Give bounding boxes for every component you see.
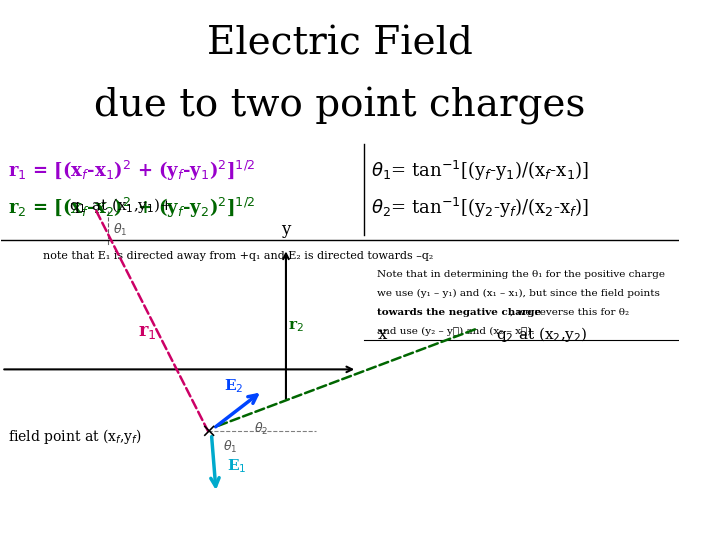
Text: Electric Field: Electric Field: [207, 26, 473, 63]
Text: $\theta_2$= tan$^{-1}$[(y$_2$-y$_f$)/(x$_2$-x$_f$)]: $\theta_2$= tan$^{-1}$[(y$_2$-y$_f$)/(x$…: [371, 196, 589, 220]
Text: r$_2$: r$_2$: [288, 319, 304, 334]
Text: $\theta_1$= tan$^{-1}$[(y$_f$-y$_1$)/(x$_f$-x$_1$)]: $\theta_1$= tan$^{-1}$[(y$_f$-y$_1$)/(x$…: [371, 159, 589, 183]
Text: x: x: [377, 326, 387, 343]
Text: field point at (x$_f$,y$_f$): field point at (x$_f$,y$_f$): [8, 427, 142, 446]
Text: y: y: [282, 221, 291, 238]
Text: r$_2$ = [(x$_f$-x$_2$)$^2$ + (y$_f$-y$_2$)$^2$]$^{1/2}$: r$_2$ = [(x$_f$-x$_2$)$^2$ + (y$_f$-y$_2…: [8, 196, 256, 220]
Text: $\times$: $\times$: [200, 422, 216, 441]
Text: we use (y₁ – y₁) and (x₁ – x₁), but since the field points: we use (y₁ – y₁) and (x₁ – x₁), but sinc…: [377, 289, 660, 298]
Text: E$_2$: E$_2$: [224, 377, 243, 395]
Text: towards the negative charge: towards the negative charge: [377, 308, 541, 316]
Text: $\theta_2$: $\theta_2$: [254, 421, 269, 436]
Text: Note that in determining the θ₁ for the positive charge: Note that in determining the θ₁ for the …: [377, 270, 665, 279]
Text: , we reverse this for θ₂: , we reverse this for θ₂: [510, 308, 629, 316]
Text: r$_1$: r$_1$: [138, 323, 156, 341]
Text: due to two point charges: due to two point charges: [94, 87, 586, 125]
Text: q$_2$ at (x$_2$,y$_2$): q$_2$ at (x$_2$,y$_2$): [496, 325, 588, 344]
Text: r$_1$ = [(x$_f$-x$_1$)$^2$ + (y$_f$-y$_1$)$^2$]$^{1/2}$: r$_1$ = [(x$_f$-x$_1$)$^2$ + (y$_f$-y$_1…: [8, 159, 256, 183]
Text: $\theta_1$: $\theta_1$: [223, 439, 238, 455]
Text: q$_1$ at (x$_1$,y$_1$)+: q$_1$ at (x$_1$,y$_1$)+: [69, 196, 173, 215]
Text: and use (y₂ – y⁦) and (x₂ – x⁦).: and use (y₂ – y⁦) and (x₂ – x⁦).: [377, 326, 535, 335]
Text: note that E₁ is directed away from +q₁ and E₂ is directed towards –q₂: note that E₁ is directed away from +q₁ a…: [43, 251, 433, 261]
Text: E$_1$: E$_1$: [227, 457, 246, 475]
Text: $\theta_1$: $\theta_1$: [113, 221, 127, 238]
